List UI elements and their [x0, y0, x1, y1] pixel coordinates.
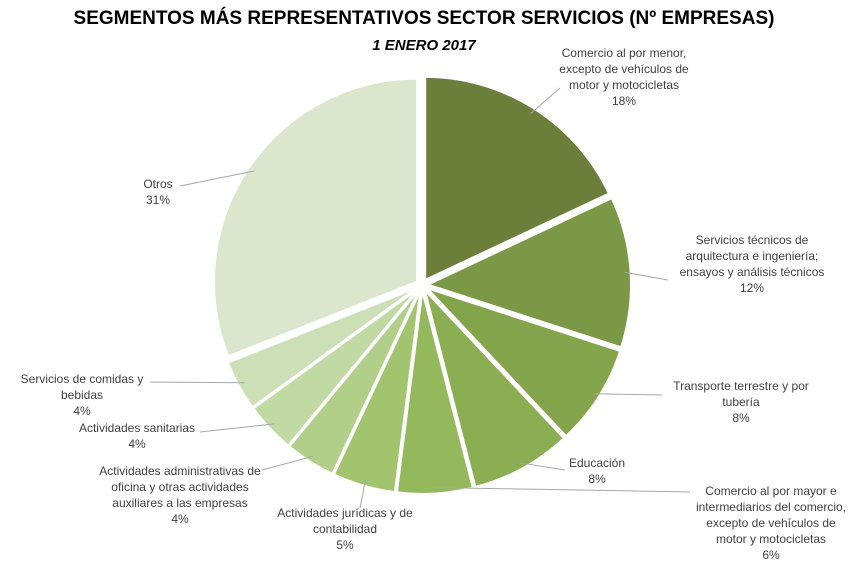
- pie-slice: [251, 288, 419, 447]
- category-label: Actividades sanitarias: [78, 421, 196, 435]
- pie-slice: [423, 289, 566, 489]
- value-label: 18%: [611, 94, 637, 108]
- leader-line: [434, 487, 691, 493]
- slice-label: Comercio al por menor, excepto de vehícu…: [549, 45, 699, 109]
- category-label: Comercio al por mayor e intermediarios d…: [695, 484, 847, 546]
- value-label: 8%: [732, 411, 750, 425]
- category-label: Otros: [143, 177, 173, 191]
- value-label: 6%: [762, 548, 780, 562]
- category-label: Servicios de comidas y bebidas: [20, 372, 144, 402]
- pie-slice: [226, 286, 418, 409]
- pie-slice: [424, 75, 611, 282]
- leader-line: [530, 87, 561, 115]
- pie-slice: [213, 77, 419, 358]
- value-label: 8%: [588, 472, 606, 486]
- value-label: 4%: [171, 512, 189, 526]
- category-label: Actividades administrativas de oficina y…: [99, 464, 261, 510]
- slice-label: Otros 31%: [128, 176, 188, 208]
- leader-line: [359, 479, 366, 509]
- category-label: Educación: [568, 456, 626, 470]
- category-label: Actividades jurídicas y de contabilidad: [277, 506, 413, 536]
- category-label: Transporte terrestre y por tubería: [673, 379, 809, 409]
- pie-slice: [332, 290, 422, 494]
- leader-line: [519, 462, 566, 471]
- slice-label: Transporte terrestre y por tubería 8%: [661, 378, 821, 426]
- chart-subtitle: 1 ENERO 2017: [372, 37, 476, 54]
- slice-label: Actividades sanitarias 4%: [67, 420, 207, 452]
- leader-line: [261, 455, 314, 471]
- value-label: 12%: [739, 281, 765, 295]
- slice-label: Actividades jurídicas y de contabilidad 5…: [270, 505, 420, 553]
- value-label: 31%: [145, 193, 171, 207]
- value-label: 4%: [73, 404, 91, 418]
- leader-line: [624, 271, 669, 281]
- category-label: Comercio al por menor, excepto de vehícu…: [559, 46, 689, 92]
- leader-line: [593, 393, 663, 396]
- slice-label: Servicios de comidas y bebidas 4%: [12, 371, 152, 419]
- leader-line: [179, 170, 255, 187]
- pie-slice: [287, 289, 420, 476]
- slice-label: Actividades administrativas de oficina y…: [93, 463, 268, 527]
- pie-slice: [426, 287, 622, 438]
- slice-label: Servicios técnicos de arquitectura e ing…: [677, 232, 827, 296]
- slice-label: Comercio al por mayor e intermediarios d…: [691, 483, 848, 563]
- pie-slice: [395, 290, 475, 495]
- value-label: 4%: [128, 437, 146, 451]
- chart-title: SEGMENTOS MÁS REPRESENTATIVOS SECTOR SER…: [73, 8, 775, 29]
- slice-label: Educación 8%: [547, 455, 647, 487]
- leader-line: [149, 381, 245, 384]
- leader-line: [199, 423, 275, 433]
- category-label: Servicios técnicos de arquitectura e ing…: [679, 233, 825, 279]
- pie-slice: [425, 196, 632, 349]
- value-label: 5%: [336, 538, 354, 552]
